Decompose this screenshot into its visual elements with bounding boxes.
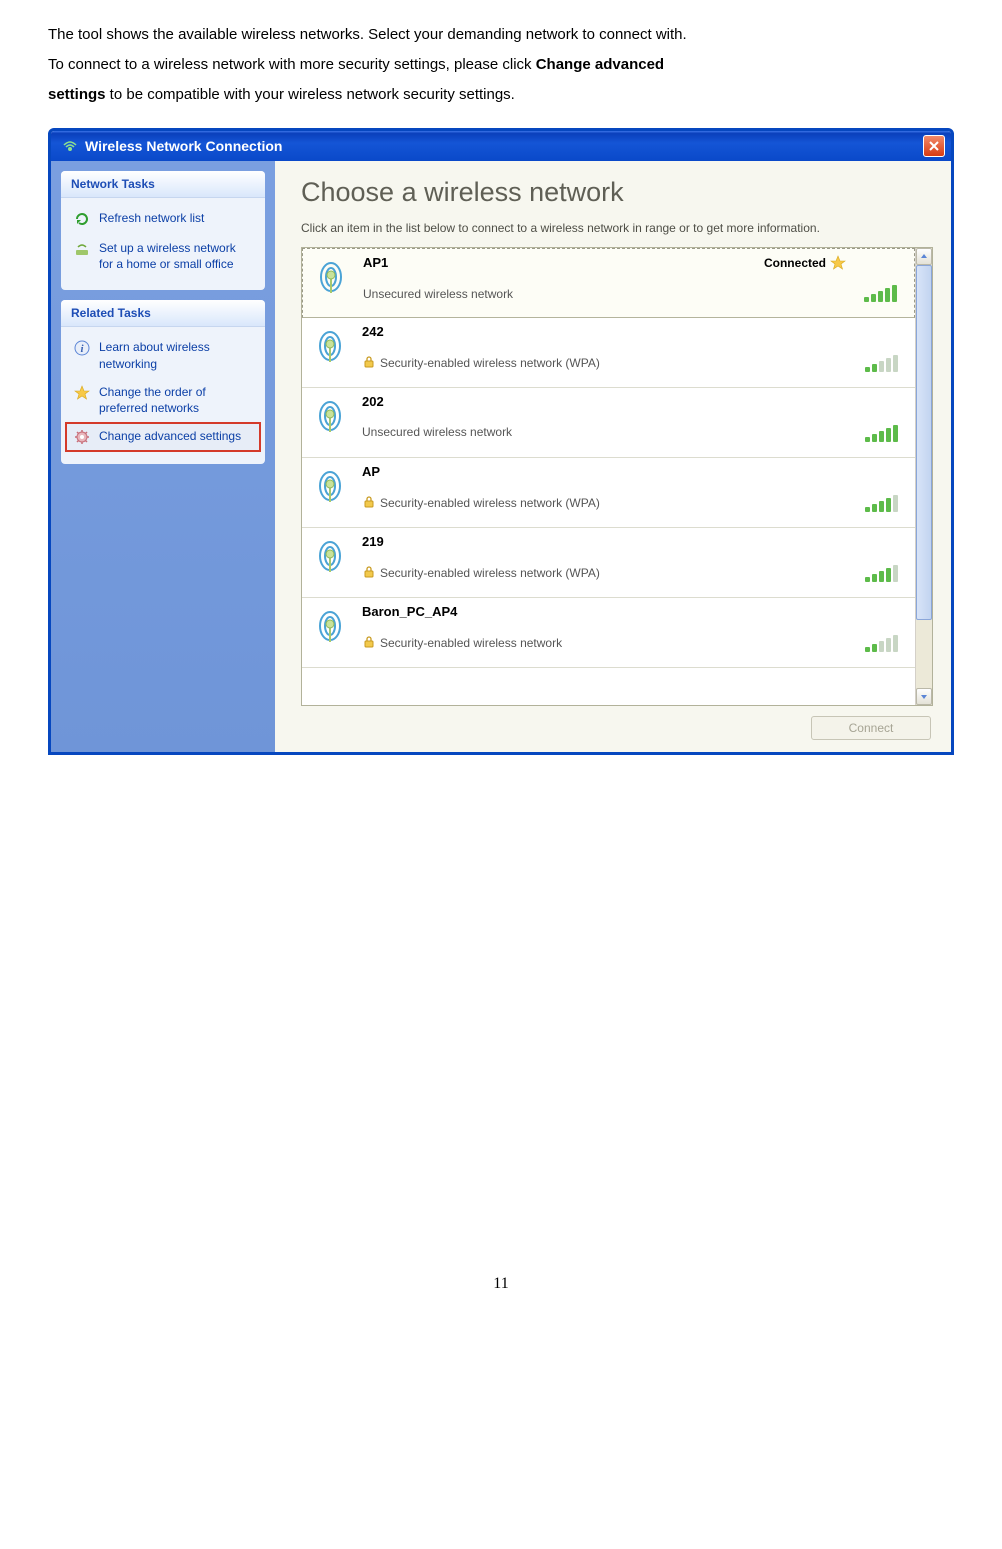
network-description: Security-enabled wireless network (WPA): [362, 565, 847, 582]
scroll-track[interactable]: [916, 265, 932, 688]
task-learn-wireless[interactable]: i Learn about wireless networking: [65, 333, 261, 377]
task-label: Change the order of preferred networks: [99, 384, 253, 416]
intro-line2a: To connect to a wireless network with mo…: [48, 56, 536, 73]
task-refresh-network-list[interactable]: Refresh network list: [65, 204, 261, 234]
signal-bars-icon: [857, 464, 909, 519]
scroll-thumb[interactable]: [916, 265, 932, 620]
network-description: Security-enabled wireless network: [362, 635, 847, 652]
main-pane: Choose a wireless network Click an item …: [275, 161, 951, 752]
intro-bold1: Change advanced: [536, 56, 664, 73]
signal-bars-icon: [857, 324, 909, 379]
network-item[interactable]: AP Security-enabled wireless network (WP…: [302, 458, 915, 528]
network-item[interactable]: 219 Security-enabled wireless network (W…: [302, 528, 915, 598]
task-setup-wireless[interactable]: Set up a wireless network for a home or …: [65, 234, 261, 278]
task-change-order[interactable]: Change the order of preferred networks: [65, 378, 261, 422]
intro-bold2: settings: [48, 86, 106, 103]
network-description: Security-enabled wireless network (WPA): [362, 355, 847, 372]
intro-paragraph: The tool shows the available wireless ne…: [48, 20, 954, 110]
network-name: AP: [362, 464, 380, 479]
signal-bars-icon: [857, 534, 909, 589]
window-title: Wireless Network Connection: [85, 138, 923, 154]
wifi-signal-icon: [308, 324, 352, 379]
wifi-signal-icon: [308, 534, 352, 589]
wifi-signal-icon: [308, 394, 352, 449]
scroll-down-button[interactable]: [916, 688, 932, 705]
network-description: Unsecured wireless network: [362, 425, 847, 439]
connect-button[interactable]: Connect: [811, 716, 931, 740]
advanced-settings-icon: [73, 428, 91, 446]
signal-bars-icon: [857, 394, 909, 449]
bottom-toolbar: Connect: [301, 706, 933, 742]
network-tasks-panel: Network Tasks Refresh network list: [61, 171, 265, 290]
wifi-signal-icon: [309, 255, 353, 309]
task-label: Set up a wireless network for a home or …: [99, 240, 253, 272]
network-name: Baron_PC_AP4: [362, 604, 457, 619]
network-name: 219: [362, 534, 384, 549]
lock-icon: [362, 565, 376, 582]
task-label: Change advanced settings: [99, 428, 241, 444]
intro-line3b: to be compatible with your wireless netw…: [106, 86, 515, 103]
network-item[interactable]: Baron_PC_AP4 Security-enabled wireless n…: [302, 598, 915, 668]
network-item[interactable]: AP1 Connected Unsecured wireless network: [302, 248, 915, 318]
task-change-advanced-settings[interactable]: Change advanced settings: [65, 422, 261, 452]
task-label: Learn about wireless networking: [99, 339, 253, 371]
wifi-signal-icon: [308, 464, 352, 519]
setup-network-icon: [73, 240, 91, 258]
intro-line1: The tool shows the available wireless ne…: [48, 26, 687, 43]
network-name: AP1: [363, 255, 388, 270]
wifi-titlebar-icon: [61, 137, 79, 155]
related-tasks-panel: Related Tasks i Learn about wireless net…: [61, 300, 265, 464]
network-description: Unsecured wireless network: [363, 287, 846, 301]
page-number: 11: [48, 1275, 954, 1293]
network-list: AP1 Connected Unsecured wireless network…: [302, 248, 915, 705]
titlebar: Wireless Network Connection: [51, 131, 951, 161]
task-label: Refresh network list: [99, 210, 204, 226]
info-icon: i: [73, 339, 91, 357]
panel-header: Related Tasks: [61, 300, 265, 327]
network-name: 202: [362, 394, 384, 409]
network-item[interactable]: 242 Security-enabled wireless network (W…: [302, 318, 915, 388]
refresh-icon: [73, 210, 91, 228]
lock-icon: [362, 355, 376, 372]
network-item[interactable]: 202 Unsecured wireless network: [302, 388, 915, 458]
network-list-container: AP1 Connected Unsecured wireless network…: [301, 247, 933, 706]
scroll-up-button[interactable]: [916, 248, 932, 265]
star-icon: [73, 384, 91, 402]
lock-icon: [362, 495, 376, 512]
main-heading: Choose a wireless network: [301, 177, 933, 208]
wifi-signal-icon: [308, 604, 352, 659]
signal-bars-icon: [857, 604, 909, 659]
lock-icon: [362, 635, 376, 652]
sidebar: Network Tasks Refresh network list: [51, 161, 275, 752]
network-description: Security-enabled wireless network (WPA): [362, 495, 847, 512]
panel-header: Network Tasks: [61, 171, 265, 198]
close-button[interactable]: [923, 135, 945, 157]
dialog-window: Wireless Network Connection Network Task…: [48, 128, 954, 755]
signal-bars-icon: [856, 255, 908, 309]
network-status: Connected: [764, 255, 846, 271]
network-name: 242: [362, 324, 384, 339]
vertical-scrollbar[interactable]: [915, 248, 932, 705]
main-instruction: Click an item in the list below to conne…: [301, 220, 933, 237]
